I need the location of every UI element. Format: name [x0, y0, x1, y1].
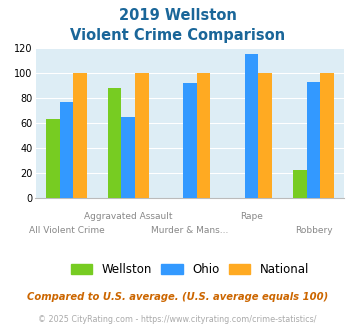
Bar — [46, 119, 60, 198]
Bar — [73, 73, 87, 198]
Bar — [108, 88, 121, 198]
Text: Murder & Mans...: Murder & Mans... — [151, 226, 229, 235]
Legend: Wellston, Ohio, National: Wellston, Ohio, National — [71, 263, 309, 276]
Bar — [258, 73, 272, 198]
Bar — [293, 171, 307, 198]
Bar — [245, 54, 258, 198]
Text: All Violent Crime: All Violent Crime — [28, 226, 104, 235]
Text: Rape: Rape — [240, 212, 263, 221]
Bar — [135, 73, 148, 198]
Bar — [197, 73, 210, 198]
Text: Aggravated Assault: Aggravated Assault — [84, 212, 173, 221]
Bar — [320, 73, 334, 198]
Text: © 2025 CityRating.com - https://www.cityrating.com/crime-statistics/: © 2025 CityRating.com - https://www.city… — [38, 315, 317, 324]
Text: 2019 Wellston: 2019 Wellston — [119, 8, 236, 23]
Bar — [307, 82, 320, 198]
Bar — [183, 83, 197, 198]
Bar — [60, 102, 73, 198]
Bar — [121, 117, 135, 198]
Text: Robbery: Robbery — [295, 226, 332, 235]
Text: Compared to U.S. average. (U.S. average equals 100): Compared to U.S. average. (U.S. average … — [27, 292, 328, 302]
Text: Violent Crime Comparison: Violent Crime Comparison — [70, 28, 285, 43]
